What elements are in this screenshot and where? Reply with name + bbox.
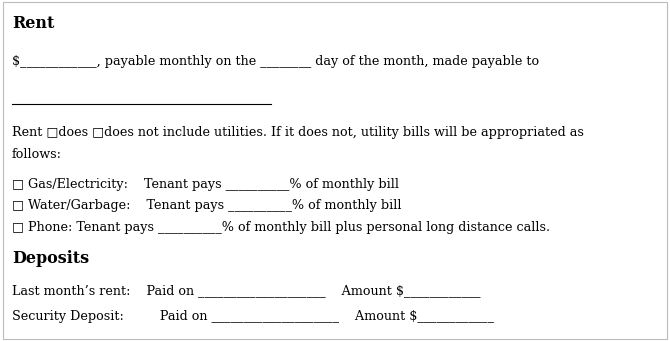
Text: follows:: follows: bbox=[12, 148, 62, 161]
Text: Last month’s rent:    Paid on ____________________    Amount $____________: Last month’s rent: Paid on _____________… bbox=[12, 284, 480, 297]
Text: □ Phone: Tenant pays __________% of monthly bill plus personal long distance cal: □ Phone: Tenant pays __________% of mont… bbox=[12, 221, 550, 234]
Text: Rent: Rent bbox=[12, 15, 54, 32]
Text: □ Water/Garbage:    Tenant pays __________% of monthly bill: □ Water/Garbage: Tenant pays __________%… bbox=[12, 199, 401, 212]
Text: Rent □does □does not include utilities. If it does not, utility bills will be ap: Rent □does □does not include utilities. … bbox=[12, 126, 584, 139]
Text: □ Gas/Electricity:    Tenant pays __________% of monthly bill: □ Gas/Electricity: Tenant pays _________… bbox=[12, 178, 399, 191]
Text: Deposits: Deposits bbox=[12, 250, 89, 267]
Text: Security Deposit:         Paid on ____________________    Amount $____________: Security Deposit: Paid on ______________… bbox=[12, 310, 494, 323]
Text: $____________, payable monthly on the ________ day of the month, made payable to: $____________, payable monthly on the __… bbox=[12, 55, 539, 68]
